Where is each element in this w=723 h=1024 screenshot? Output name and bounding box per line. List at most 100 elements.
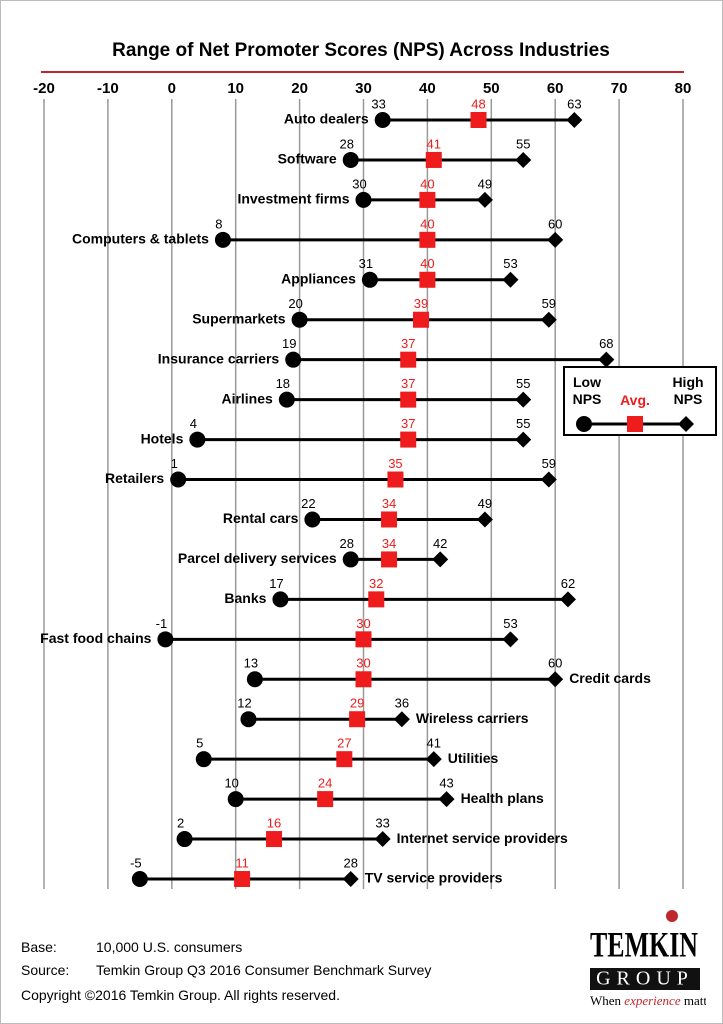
- high-label: 53: [503, 256, 517, 271]
- high-label: 41: [427, 736, 441, 751]
- note-text: 10,000 U.S. consumers: [96, 939, 243, 955]
- high-marker: [438, 791, 455, 808]
- high-marker: [476, 511, 493, 528]
- avg-label: 37: [401, 416, 415, 431]
- avg-marker: [419, 271, 436, 288]
- high-marker: [547, 231, 564, 248]
- high-label: 60: [548, 216, 562, 231]
- x-tick-label: 40: [419, 80, 436, 97]
- category-label: Credit cards: [569, 670, 651, 686]
- high-label: 55: [516, 136, 530, 151]
- x-tick-label: 80: [675, 80, 692, 97]
- low-marker: [355, 191, 372, 208]
- avg-label: 40: [420, 256, 434, 271]
- category-label: Airlines: [221, 390, 273, 406]
- low-label: 28: [339, 536, 353, 551]
- low-marker: [285, 351, 302, 368]
- category-label: Utilities: [448, 750, 499, 766]
- note-label: Base:: [21, 939, 57, 955]
- low-label: 10: [224, 776, 238, 791]
- low-label: -1: [156, 616, 168, 631]
- low-label: 13: [244, 656, 258, 671]
- high-marker: [502, 271, 519, 288]
- high-label: 36: [395, 696, 409, 711]
- low-marker: [272, 591, 289, 608]
- high-marker: [515, 431, 532, 448]
- low-label: 8: [215, 216, 222, 231]
- low-marker: [342, 551, 359, 568]
- category-label: Fast food chains: [40, 630, 151, 646]
- avg-label: 41: [427, 136, 441, 151]
- avg-marker: [387, 471, 404, 488]
- legend: Low NPS Avg. High NPS: [563, 366, 717, 436]
- low-marker: [246, 671, 263, 688]
- avg-marker: [470, 112, 487, 128]
- low-marker: [131, 871, 148, 887]
- high-label: 49: [478, 176, 492, 191]
- high-label: 55: [516, 416, 530, 431]
- low-marker: [176, 831, 193, 848]
- low-label: 12: [237, 696, 251, 711]
- low-marker: [374, 112, 391, 128]
- high-label: 68: [599, 336, 613, 351]
- high-marker: [598, 351, 615, 368]
- tagline-part: When: [590, 993, 622, 1008]
- x-tick-label: 30: [355, 80, 372, 97]
- x-tick-label: 70: [611, 80, 628, 97]
- low-marker: [195, 751, 212, 768]
- high-marker: [342, 871, 359, 887]
- x-tick-label: 60: [547, 80, 564, 97]
- high-marker: [432, 551, 449, 568]
- avg-label: 24: [318, 776, 332, 791]
- avg-marker: [381, 551, 398, 568]
- avg-label: 39: [414, 296, 428, 311]
- high-label: 28: [343, 855, 357, 870]
- category-label: Rental cars: [223, 510, 299, 526]
- x-tick-label: 50: [483, 80, 500, 97]
- legend-label: High NPS: [672, 374, 704, 407]
- footer-note: Base: 10,000 U.S. consumers: [21, 939, 242, 955]
- avg-marker: [266, 831, 283, 848]
- high-marker: [515, 391, 532, 408]
- high-label: 59: [542, 456, 556, 471]
- avg-marker: [425, 151, 442, 168]
- avg-label: 27: [337, 736, 351, 751]
- avg-label: 11: [235, 855, 249, 870]
- low-marker: [278, 391, 295, 408]
- category-label: Investment firms: [237, 191, 349, 207]
- high-label: 53: [503, 616, 517, 631]
- avg-label: 48: [471, 96, 485, 111]
- avg-marker: [400, 431, 417, 448]
- avg-label: 30: [356, 616, 370, 631]
- low-label: 30: [352, 176, 366, 191]
- high-marker: [425, 751, 442, 768]
- high-label: 60: [548, 656, 562, 671]
- high-marker: [476, 191, 493, 208]
- high-label: 62: [561, 576, 575, 591]
- x-tick-label: -10: [97, 80, 119, 97]
- low-label: 33: [371, 96, 385, 111]
- avg-marker: [381, 511, 398, 528]
- category-label: Appliances: [281, 270, 356, 286]
- avg-marker: [400, 351, 417, 368]
- low-marker: [170, 471, 187, 488]
- category-label: TV service providers: [365, 870, 503, 886]
- high-marker: [566, 112, 583, 128]
- low-marker: [214, 231, 231, 248]
- legend-symbols: [576, 416, 694, 432]
- avg-label: 32: [369, 576, 383, 591]
- category-label: Computers & tablets: [72, 231, 209, 247]
- logo-name: TEMKIN: [590, 924, 698, 964]
- high-marker: [540, 471, 557, 488]
- high-marker: [515, 151, 532, 168]
- avg-label: 40: [420, 216, 434, 231]
- legend-label: Avg.: [620, 392, 650, 408]
- avg-marker: [419, 191, 436, 208]
- avg-marker: [400, 391, 417, 408]
- footer-note: Source: Temkin Group Q3 2016 Consumer Ben…: [21, 962, 431, 978]
- low-label: 19: [282, 336, 296, 351]
- low-marker: [157, 631, 174, 648]
- high-marker: [374, 831, 391, 848]
- copyright: Copyright ©2016 Temkin Group. All rights…: [21, 987, 340, 1003]
